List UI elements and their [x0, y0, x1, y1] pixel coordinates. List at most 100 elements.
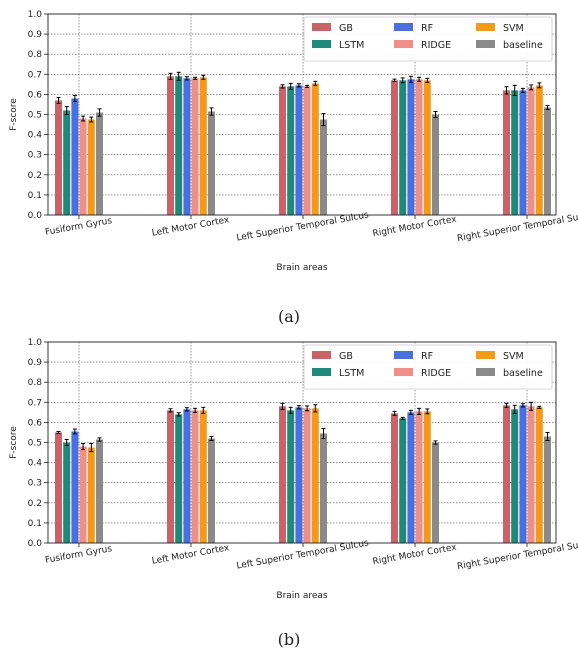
bar-svm: [535, 407, 543, 543]
y-tick-label: 0.7: [28, 398, 42, 408]
bar-rf: [295, 85, 303, 215]
bar-lstm: [63, 442, 71, 543]
bar-ridge: [527, 406, 535, 543]
y-tick-label: 0.8: [28, 378, 43, 388]
bar-lstm: [63, 110, 71, 215]
bar-rf: [519, 90, 527, 215]
legend-label-baseline: baseline: [503, 368, 543, 379]
legend-swatch-svm: [476, 23, 495, 31]
bar-rf: [519, 405, 527, 543]
y-tick-label: 0.3: [28, 151, 42, 161]
legend-swatch-ridge: [394, 40, 413, 48]
bar-svm: [423, 411, 431, 543]
bar-ridge: [191, 78, 199, 215]
y-tick-label: 0.8: [28, 50, 43, 60]
bar-rf: [407, 79, 415, 215]
legend-swatch-baseline: [476, 368, 495, 376]
bar-svm: [87, 447, 95, 543]
x-axis-label: Brain areas: [276, 263, 328, 273]
legend-label-gb: GB: [339, 23, 353, 34]
bar-svm: [423, 80, 431, 215]
bar-baseline: [432, 114, 439, 215]
chart-panel-b: 0.0 0.1 0.2 0.3 0.4 0.5 0.6 0.7 0.8 0.9 1.0 Fusifor…: [9, 338, 578, 649]
x-axis-label: Brain areas: [276, 591, 328, 601]
legend-swatch-rf: [394, 23, 413, 31]
legend-swatch-baseline: [476, 40, 495, 48]
bar-gb: [391, 413, 398, 543]
bar-rf: [183, 78, 191, 215]
bar-gb: [279, 86, 286, 215]
bar-baseline: [432, 442, 439, 543]
legend-label-svm: SVM: [503, 23, 524, 34]
legend-label-svm: SVM: [503, 351, 524, 362]
x-tick-label: Fusiform Gyrus: [44, 216, 113, 238]
plot-frame: [47, 341, 557, 544]
bar-svm: [311, 408, 319, 543]
bar-baseline: [320, 433, 327, 543]
bar-svm: [311, 83, 319, 215]
legend-label-gb: GB: [339, 351, 353, 362]
bar-gb: [167, 76, 174, 215]
bar-svm: [87, 119, 95, 215]
bar-baseline: [96, 112, 103, 215]
bar-gb: [55, 100, 62, 215]
legend-label-lstm: LSTM: [339, 368, 364, 379]
bar-ridge: [191, 410, 199, 543]
y-tick-label: 1.0: [28, 338, 43, 348]
y-tick-label: 0.2: [28, 171, 42, 181]
legend-label-ridge: RIDGE: [421, 368, 451, 379]
y-tick-label: 0.4: [28, 459, 43, 469]
bar-lstm: [399, 80, 407, 215]
bar-gb: [279, 406, 286, 543]
y-tick-label: 0.0: [28, 211, 43, 221]
bar-svm: [535, 85, 543, 215]
legend-swatch-lstm: [312, 368, 331, 376]
bar-rf: [407, 412, 415, 543]
bar-rf: [295, 407, 303, 543]
bar-ridge: [415, 411, 423, 543]
y-tick-label: 0.9: [28, 358, 43, 368]
bar-gb: [167, 410, 174, 543]
bar-ridge: [415, 79, 423, 215]
y-tick-label: 1.0: [28, 10, 43, 20]
bar-baseline: [96, 439, 103, 543]
y-tick-label: 0.1: [28, 191, 42, 201]
legend-swatch-svm: [476, 351, 495, 359]
bar-baseline: [544, 436, 551, 543]
legend-label-baseline: baseline: [503, 40, 543, 51]
chart-panel-a: 0.0 0.1 0.2 0.3 0.4 0.5 0.6 0.7 0.8 0.9 1.0 Fusifor…: [9, 10, 578, 326]
bar-baseline: [208, 438, 215, 543]
legend-swatch-rf: [394, 351, 413, 359]
bar-ridge: [303, 408, 311, 543]
y-tick-label: 0.9: [28, 30, 43, 40]
y-tick-label: 0.1: [28, 519, 42, 529]
bar-gb: [391, 80, 398, 215]
bar-rf: [71, 98, 79, 215]
bar-ridge: [527, 87, 535, 215]
y-tick-label: 0.0: [28, 539, 43, 549]
bar-lstm: [287, 410, 295, 543]
bar-lstm: [511, 409, 519, 543]
legend-label-rf: RF: [421, 351, 433, 362]
y-tick-label: 0.5: [28, 439, 42, 449]
y-axis-label: F-score: [9, 98, 19, 131]
bar-ridge: [79, 118, 87, 215]
bar-lstm: [287, 86, 295, 215]
bar-ridge: [303, 86, 311, 215]
y-tick-label: 0.3: [28, 479, 42, 489]
bar-rf: [71, 431, 79, 543]
legend-swatch-ridge: [394, 368, 413, 376]
x-tick-label: Fusiform Gyrus: [44, 544, 113, 566]
bar-svm: [199, 410, 207, 543]
legend-swatch-gb: [312, 351, 331, 359]
bar-lstm: [175, 76, 183, 215]
y-axis-label: F-score: [9, 426, 19, 459]
y-tick-label: 0.5: [28, 111, 42, 121]
y-tick-label: 0.6: [28, 90, 43, 100]
panel-caption: (a): [278, 307, 300, 326]
y-tick-label: 0.2: [28, 499, 42, 509]
bar-baseline: [208, 111, 215, 215]
plot-frame: [47, 13, 557, 216]
bar-baseline: [544, 107, 551, 215]
